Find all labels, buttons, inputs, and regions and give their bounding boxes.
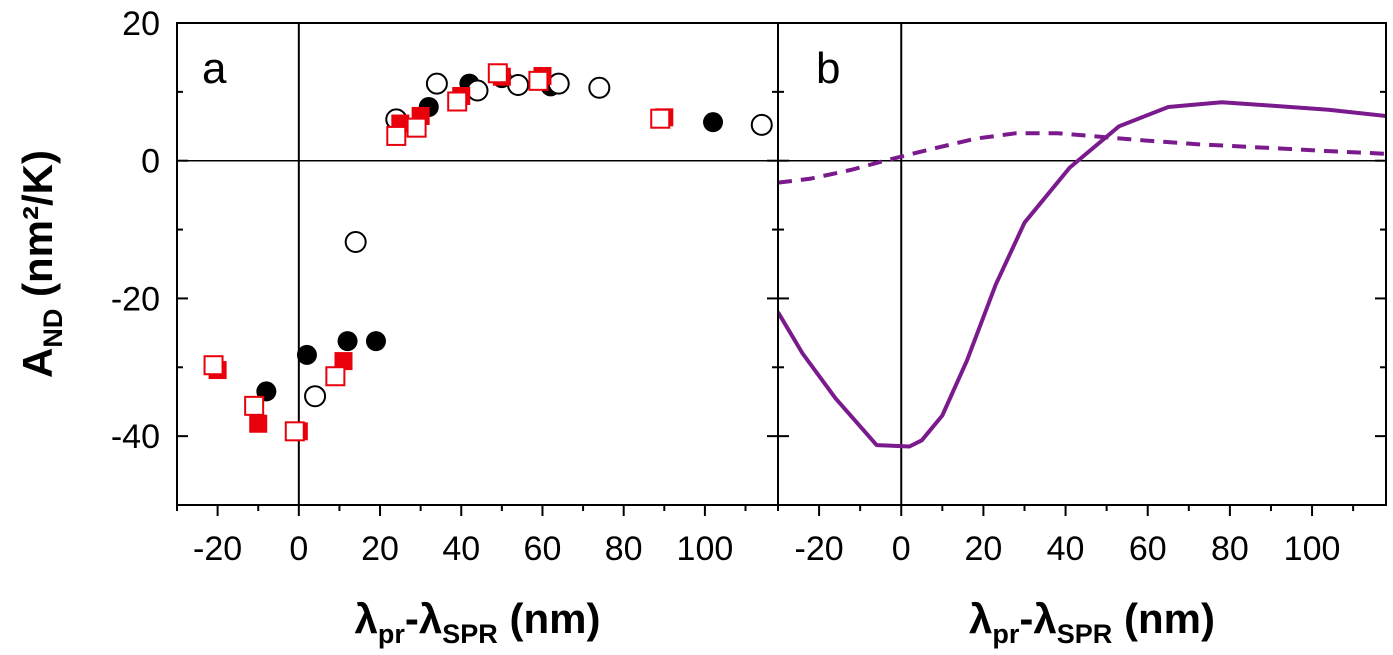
data-point-filled-circle xyxy=(365,331,386,352)
y-axis-label-main: A xyxy=(14,348,61,378)
data-point-filled-square xyxy=(334,352,353,371)
x-axis-label-a: λpr-λSPR (nm) xyxy=(355,595,601,649)
data-point-open-square xyxy=(447,91,468,112)
panel-b: -20 0 20 40 60 80 100 b xyxy=(777,22,1387,568)
y-tick-label: -20 xyxy=(111,280,160,318)
data-point-open-square xyxy=(406,117,427,138)
x-tick-label: 40 xyxy=(442,530,480,568)
data-point-open-square xyxy=(650,108,671,129)
data-point-filled-square xyxy=(249,414,268,433)
panel-a-label: a xyxy=(202,44,227,93)
x-tick-label: 60 xyxy=(1129,530,1167,568)
solid-curve xyxy=(778,100,1386,449)
data-point-open-square xyxy=(284,421,305,442)
data-point-open-circle xyxy=(344,230,367,253)
y-tick-label: 20 xyxy=(122,5,160,43)
dashed-curve xyxy=(778,131,1386,185)
x-axis-label-b: λpr-λSPR (nm) xyxy=(969,595,1215,649)
x-tick-label: 20 xyxy=(361,530,399,568)
x-axis-label-b-sub2: SPR xyxy=(1057,619,1113,649)
data-point-filled-circle xyxy=(337,331,358,352)
data-point-open-circle xyxy=(750,113,773,136)
y-tick-label: 0 xyxy=(141,143,160,181)
x-axis-label-a-sub1: pr xyxy=(378,619,405,649)
x-tick-label: 80 xyxy=(1211,530,1249,568)
data-point-open-square xyxy=(386,125,407,146)
x-axis-label-a-mid: -λ xyxy=(405,595,442,642)
x-tick-label: 0 xyxy=(892,530,911,568)
panel-b-label: b xyxy=(816,44,840,93)
data-point-open-circle xyxy=(507,73,530,96)
y-axis-label-unit: (nm²/K) xyxy=(14,150,61,309)
x-tick-label: 100 xyxy=(1284,530,1341,568)
data-point-filled-circle xyxy=(703,112,724,133)
data-point-open-square xyxy=(244,395,265,416)
x-tick-label: 20 xyxy=(964,530,1002,568)
data-point-open-circle xyxy=(425,72,448,95)
data-point-open-square xyxy=(487,63,508,84)
x-axis-label-b-unit: (nm) xyxy=(1112,595,1215,642)
data-point-open-square xyxy=(203,355,224,376)
data-point-open-square xyxy=(528,70,549,91)
x-tick-label: 100 xyxy=(677,530,734,568)
x-tick-label: 0 xyxy=(289,530,308,568)
x-axis-label-b-sub1: pr xyxy=(992,619,1019,649)
x-axis-label-b-mid: -λ xyxy=(1019,595,1056,642)
data-point-open-circle xyxy=(588,76,611,99)
x-axis-label-a-unit: (nm) xyxy=(498,595,601,642)
x-tick-label: 40 xyxy=(1047,530,1085,568)
data-point-open-square xyxy=(325,366,346,387)
data-point-open-circle xyxy=(304,385,327,408)
y-axis-label: AND (nm²/K) xyxy=(14,150,68,378)
x-axis-label-a-sub2: SPR xyxy=(442,619,498,649)
y-axis-label-sub: ND xyxy=(38,309,68,348)
x-axis-label-a-main: λ xyxy=(355,595,378,642)
data-point-open-circle xyxy=(547,72,570,95)
x-axis-label-b-main: λ xyxy=(969,595,992,642)
x-tick-label: 80 xyxy=(605,530,643,568)
y-tick-label: -40 xyxy=(111,418,160,456)
panel-b-frame xyxy=(777,22,1387,506)
x-tick-label: -20 xyxy=(795,530,844,568)
x-tick-label: -20 xyxy=(193,530,242,568)
data-point-filled-circle xyxy=(296,344,317,365)
data-point-open-circle xyxy=(466,79,489,102)
x-tick-label: 60 xyxy=(524,530,562,568)
panel-a: -20 0 20 40 60 80 100 20 0 -20 -40 a xyxy=(111,5,779,568)
